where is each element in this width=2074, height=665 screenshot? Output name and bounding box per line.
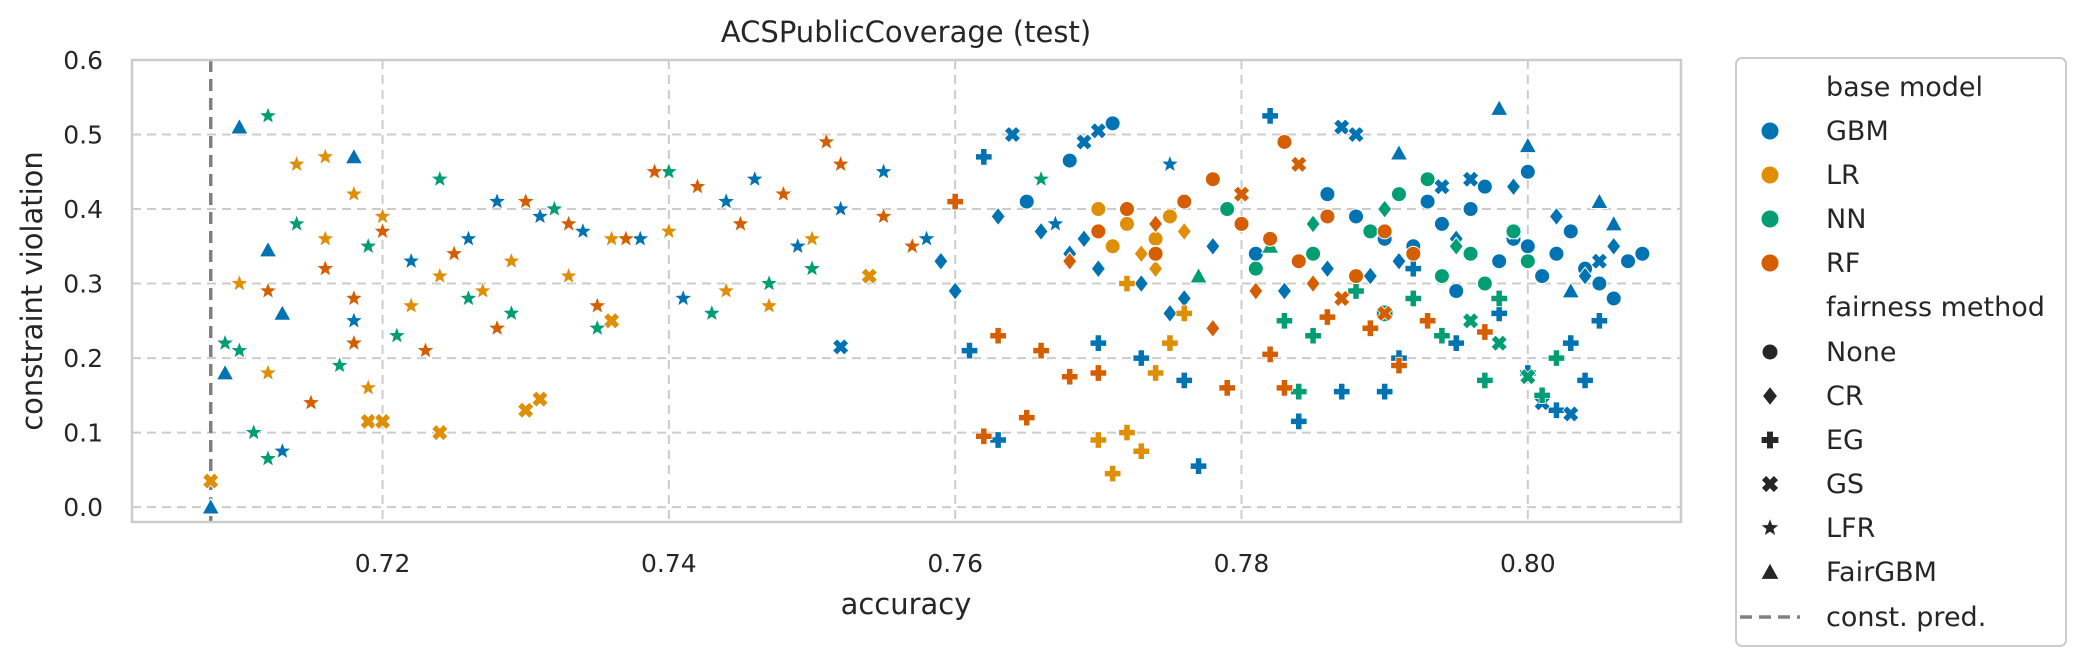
legend-label-fairgbm: FairGBM bbox=[1826, 557, 1937, 588]
legend-marker-nn bbox=[1761, 210, 1779, 228]
data-point bbox=[1363, 224, 1378, 239]
legend-label-cr: CR bbox=[1826, 381, 1864, 412]
legend-label-gbm: GBM bbox=[1826, 116, 1889, 147]
chart-title: ACSPublicCoverage (test) bbox=[721, 15, 1091, 49]
data-point bbox=[1119, 202, 1134, 217]
data-point bbox=[1248, 261, 1263, 276]
legend-label-nn: NN bbox=[1826, 204, 1866, 235]
y-tick-label: 0.5 bbox=[63, 121, 103, 150]
data-point bbox=[1306, 246, 1321, 261]
data-point bbox=[1549, 246, 1564, 261]
data-point bbox=[1320, 187, 1335, 202]
x-tick-label: 0.72 bbox=[355, 549, 411, 578]
legend: base model GBM LR NN RF fairness method Non… bbox=[1736, 58, 2066, 646]
data-point bbox=[1420, 194, 1435, 209]
data-point bbox=[1492, 254, 1507, 269]
data-point bbox=[1434, 216, 1449, 231]
legend-label-eg: EG bbox=[1826, 425, 1864, 456]
y-tick-label: 0.3 bbox=[63, 270, 103, 299]
data-point bbox=[1349, 209, 1364, 224]
legend-label-lfr: LFR bbox=[1826, 513, 1875, 544]
x-tick-label: 0.74 bbox=[641, 549, 697, 578]
legend-label-gs: GS bbox=[1826, 469, 1864, 500]
data-point bbox=[1177, 194, 1192, 209]
data-point bbox=[1406, 246, 1421, 261]
data-point bbox=[1377, 224, 1392, 239]
data-point bbox=[1263, 231, 1278, 246]
legend-style-title: fairness method bbox=[1826, 292, 2045, 323]
x-axis-label: accuracy bbox=[841, 587, 972, 621]
legend-marker-gbm bbox=[1761, 122, 1779, 140]
data-point bbox=[1349, 269, 1364, 284]
data-point bbox=[1205, 172, 1220, 187]
data-point bbox=[1463, 246, 1478, 261]
y-tick-label: 0.6 bbox=[63, 46, 103, 75]
data-point bbox=[1563, 224, 1578, 239]
data-point bbox=[1220, 202, 1235, 217]
data-point bbox=[1592, 276, 1607, 291]
data-point bbox=[1391, 187, 1406, 202]
data-point bbox=[1506, 224, 1521, 239]
x-tick-label: 0.80 bbox=[1500, 549, 1556, 578]
data-point bbox=[1162, 209, 1177, 224]
data-point bbox=[1520, 239, 1535, 254]
data-point bbox=[1091, 202, 1106, 217]
legend-label-none: None bbox=[1826, 337, 1896, 368]
x-tick-label: 0.76 bbox=[927, 549, 983, 578]
data-point bbox=[1434, 269, 1449, 284]
y-tick-label: 0.4 bbox=[63, 195, 103, 224]
data-point bbox=[1019, 194, 1034, 209]
data-point bbox=[1320, 209, 1335, 224]
data-point bbox=[1520, 254, 1535, 269]
legend-marker-lr bbox=[1761, 166, 1779, 184]
data-point bbox=[1635, 246, 1650, 261]
legend-const-pred-label: const. pred. bbox=[1826, 602, 1986, 633]
data-point bbox=[1520, 164, 1535, 179]
y-tick-label: 0.2 bbox=[63, 344, 103, 373]
y-tick-label: 0.0 bbox=[63, 493, 103, 522]
data-point bbox=[1062, 153, 1077, 168]
data-point bbox=[1091, 224, 1106, 239]
data-point bbox=[1119, 216, 1134, 231]
data-point bbox=[1621, 254, 1636, 269]
data-point bbox=[1248, 246, 1263, 261]
x-tick-label: 0.78 bbox=[1214, 549, 1270, 578]
data-point bbox=[1420, 172, 1435, 187]
data-point bbox=[1105, 116, 1120, 131]
legend-marker-none bbox=[1762, 344, 1778, 360]
data-point bbox=[1277, 134, 1292, 149]
y-axis-label: constraint violation bbox=[15, 151, 49, 431]
data-point bbox=[1535, 269, 1550, 284]
data-point bbox=[1449, 284, 1464, 299]
data-point bbox=[1105, 239, 1120, 254]
data-point bbox=[1234, 216, 1249, 231]
data-point bbox=[1463, 202, 1478, 217]
data-point bbox=[1606, 291, 1621, 306]
legend-label-rf: RF bbox=[1826, 248, 1860, 279]
data-point bbox=[1477, 276, 1492, 291]
legend-hue-title: base model bbox=[1826, 72, 1983, 103]
y-tick-label: 0.1 bbox=[63, 419, 103, 448]
legend-marker-rf bbox=[1761, 254, 1779, 272]
data-point bbox=[1291, 254, 1306, 269]
legend-label-lr: LR bbox=[1826, 160, 1860, 191]
data-point bbox=[1148, 246, 1163, 261]
data-point bbox=[1477, 179, 1492, 194]
